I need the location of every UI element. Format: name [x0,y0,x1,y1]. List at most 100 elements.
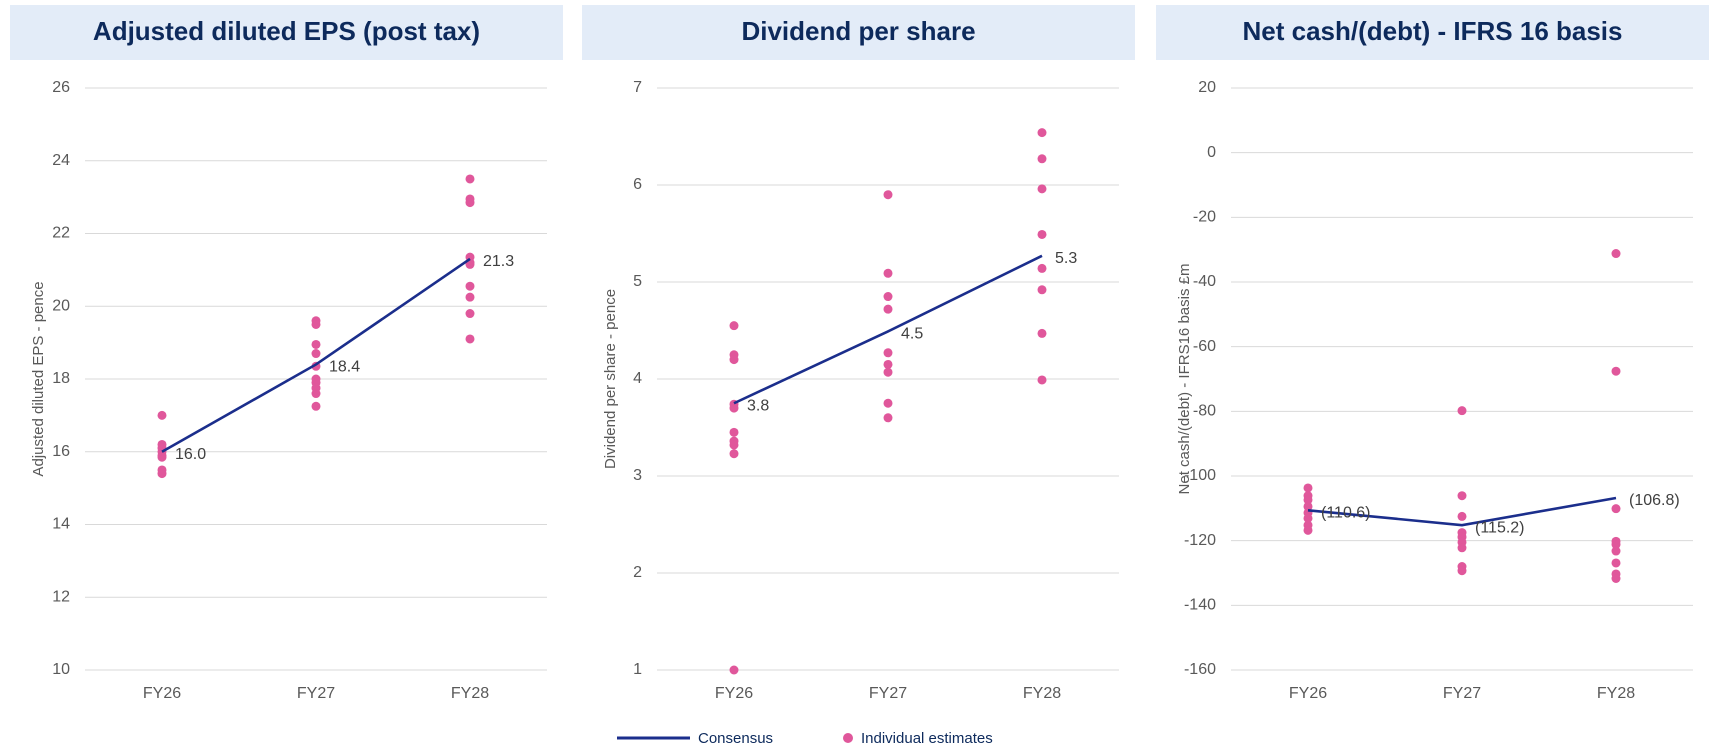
value-label: 3.8 [747,397,769,414]
legend-dot [843,733,853,743]
value-label: (106.8) [1629,492,1680,509]
estimate-dot [1611,546,1621,556]
legend-label: Individual estimates [861,730,993,747]
chart-title: Dividend per share [741,16,975,46]
estimate-dot [883,304,893,314]
y-tick-label: 1 [633,661,642,678]
y-tick-label: 7 [633,79,642,96]
estimate-dot [883,359,893,369]
value-label: 4.5 [901,326,923,343]
y-tick-label: -80 [1193,403,1216,420]
estimate-dot [465,334,475,344]
y-tick-label: 10 [52,661,70,678]
legend-label: Consensus [698,730,773,747]
y-tick-label: 6 [633,176,642,193]
value-label: 18.4 [329,359,360,376]
y-tick-label: 18 [52,370,70,387]
value-label: 16.0 [175,446,206,463]
estimate-dot [465,174,475,184]
y-tick-label: -20 [1193,209,1216,226]
estimate-dot [1037,285,1047,295]
estimate-dot [883,348,893,358]
x-tick-label: FY28 [1597,685,1635,702]
estimate-dot [883,268,893,278]
x-tick-label: FY27 [869,685,907,702]
value-label: (110.6) [1321,504,1371,521]
chart-title: Adjusted diluted EPS (post tax) [93,16,480,46]
estimate-dot [311,319,321,329]
y-tick-label: 12 [52,588,70,605]
panel-header [1156,5,1709,60]
estimate-dot [1303,495,1313,505]
x-tick-label: FY26 [1289,685,1327,702]
x-tick-label: FY27 [297,685,335,702]
y-tick-label: 5 [633,273,642,290]
estimate-dot [1037,184,1047,194]
consensus-line [733,254,1043,405]
estimate-dot [1457,406,1467,416]
consensus-line [1307,496,1617,527]
y-tick-label: 22 [52,225,70,242]
estimate-dot [883,413,893,423]
y-tick-label: -160 [1184,661,1216,678]
estimate-dot [1037,328,1047,338]
estimate-dot [883,292,893,302]
x-tick-label: FY27 [1443,685,1481,702]
y-tick-label: 20 [1198,79,1216,96]
x-tick-label: FY28 [451,685,489,702]
estimate-dot [311,389,321,399]
estimate-dot [1303,483,1313,493]
estimate-dot [1303,501,1313,511]
estimate-dot [1303,525,1313,535]
panel-header [10,5,563,60]
estimate-dot [1457,543,1467,553]
estimate-dot [729,449,739,459]
y-axis-title: Adjusted diluted EPS - pence [30,281,47,476]
estimate-dot [1611,573,1621,583]
estimate-dot [1037,229,1047,239]
chart-title: Net cash/(debt) - IFRS 16 basis [1243,16,1623,46]
y-axis-title: Dividend per share - pence [602,289,619,469]
estimate-dot [1037,128,1047,138]
y-tick-label: 26 [52,79,70,96]
value-label: (115.2) [1475,519,1525,536]
value-label: 5.3 [1055,250,1077,267]
estimate-dot [729,440,739,450]
estimate-dot [1303,513,1313,523]
estimate-dot [883,190,893,200]
estimate-dot [1457,566,1467,576]
estimate-dot [311,339,321,349]
estimate-dot [1457,491,1467,501]
x-tick-label: FY26 [143,685,181,702]
estimate-dot [1037,375,1047,385]
y-tick-label: 3 [633,467,642,484]
estimate-dot [465,292,475,302]
y-tick-label: -100 [1184,467,1216,484]
estimate-dot [1611,558,1621,568]
estimate-dot [157,410,167,420]
estimate-dot [729,321,739,331]
y-tick-label: 4 [633,370,642,387]
x-tick-label: FY28 [1023,685,1061,702]
panel-header [582,5,1135,60]
y-tick-label: 16 [52,443,70,460]
estimate-dot [729,403,739,413]
estimate-dot [729,355,739,365]
y-tick-label: -40 [1193,273,1216,290]
y-tick-label: 2 [633,564,642,581]
estimate-dot [311,401,321,411]
estimate-dot [465,198,475,208]
x-tick-label: FY26 [715,685,753,702]
estimate-dot [1611,366,1621,376]
value-label: 21.3 [483,253,514,270]
estimate-dot [1457,511,1467,521]
estimate-dot [157,469,167,479]
estimate-dot [1037,154,1047,164]
estimate-dot [465,259,475,269]
estimate-dot [1611,504,1621,514]
estimate-dot [311,349,321,359]
y-tick-label: -60 [1193,338,1216,355]
y-tick-label: 24 [52,152,70,169]
estimate-dot [729,665,739,675]
